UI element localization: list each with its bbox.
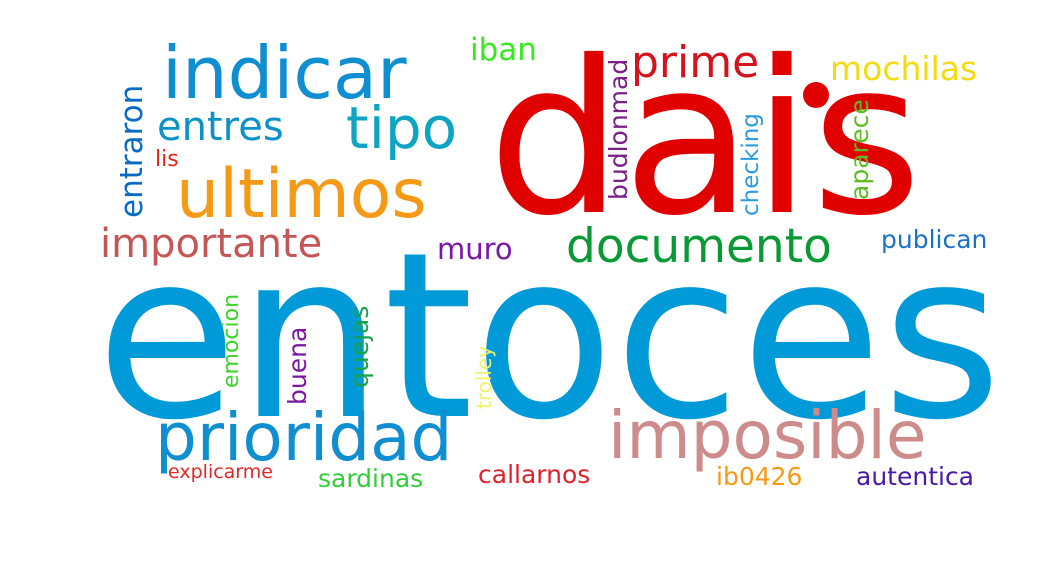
word-emocion: emocion xyxy=(219,294,244,388)
word-prioridad: prioridad xyxy=(155,399,452,476)
word-explicarme: explicarme xyxy=(168,461,273,483)
word-checking: checking xyxy=(738,113,764,216)
word-callarnos: callarnos xyxy=(478,460,590,489)
word-muro: muro xyxy=(437,232,513,266)
word-sardinas: sardinas xyxy=(318,464,423,493)
word-mochilas: mochilas xyxy=(830,49,977,88)
word-imposible: imposible xyxy=(608,397,926,474)
word-entoces: entoces xyxy=(96,204,1002,471)
word-buena: buena xyxy=(283,327,312,405)
word-publican: publican xyxy=(881,225,987,254)
word-documento: documento xyxy=(566,219,832,274)
word-ultimos: ultimos xyxy=(176,155,427,234)
word-importante: importante xyxy=(100,221,322,267)
word-lis: lis xyxy=(155,147,179,172)
word-entres: entres xyxy=(157,104,284,150)
word-entraron: entraron xyxy=(114,85,150,218)
word-tipo: tipo xyxy=(346,94,457,162)
word-budlonmad: budlonmad xyxy=(604,59,633,200)
word-iban: iban xyxy=(470,32,537,68)
word-autentica: autentica xyxy=(856,462,974,491)
word-aparece: aparece xyxy=(845,99,874,200)
word-prime: prime xyxy=(631,37,759,88)
word-quejas: quejas xyxy=(345,306,374,388)
word-dais: dais xyxy=(488,15,922,262)
word-trolley: trolley xyxy=(472,346,496,409)
word-indicar: indicar xyxy=(162,31,407,115)
dot-mark xyxy=(803,82,829,108)
word-ib0426: ib0426 xyxy=(716,462,802,491)
